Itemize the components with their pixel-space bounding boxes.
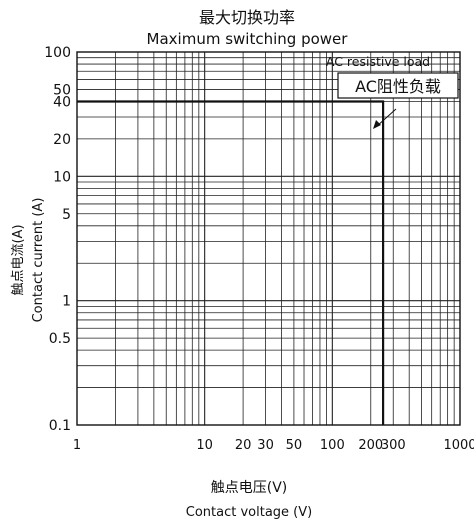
series-line	[77, 100, 385, 425]
x-tick-label: 20	[235, 438, 252, 453]
y-tick-label: 1	[62, 294, 71, 310]
x-tick-label: 1000	[443, 438, 474, 453]
x-tick-label: 30	[257, 438, 274, 453]
annotation-box: AC阻性负载	[337, 72, 459, 99]
annotation-label: AC阻性负载	[355, 77, 441, 96]
legend-text: AC resistive load	[326, 54, 430, 69]
x-tick-label: 50	[286, 438, 303, 453]
y-tick-label: 10	[53, 169, 71, 185]
y-axis-label: 触点电流(A)	[11, 224, 26, 295]
x-tick-label: 1	[73, 438, 81, 453]
annotation-arrow	[373, 108, 397, 129]
y-tick-label: 50	[53, 82, 71, 98]
y-tick-label: 40	[53, 94, 71, 110]
x-tick-label: 100	[320, 438, 345, 453]
x-axis-label-en: Contact voltage (V)	[186, 505, 312, 520]
chart-subtitle: Maximum switching power	[147, 30, 349, 48]
series	[77, 100, 385, 425]
x-tick-label: 200	[358, 438, 383, 453]
x-axis-label: 触点电压(V)	[211, 480, 288, 496]
chart-title: 最大切换功率	[199, 8, 295, 27]
y-tick-label: 0.5	[49, 331, 71, 347]
y-tick-label: 20	[53, 132, 71, 148]
grid	[77, 52, 460, 425]
y-tick-label: 100	[44, 45, 71, 61]
y-axis-label-en: Contact current (A)	[31, 198, 46, 323]
x-tick-label: 10	[196, 438, 213, 453]
plot-frame	[76, 51, 461, 426]
y-tick-label: 0.1	[49, 418, 71, 434]
x-tick-label: 300	[381, 438, 406, 453]
y-tick-label: 5	[62, 207, 71, 223]
